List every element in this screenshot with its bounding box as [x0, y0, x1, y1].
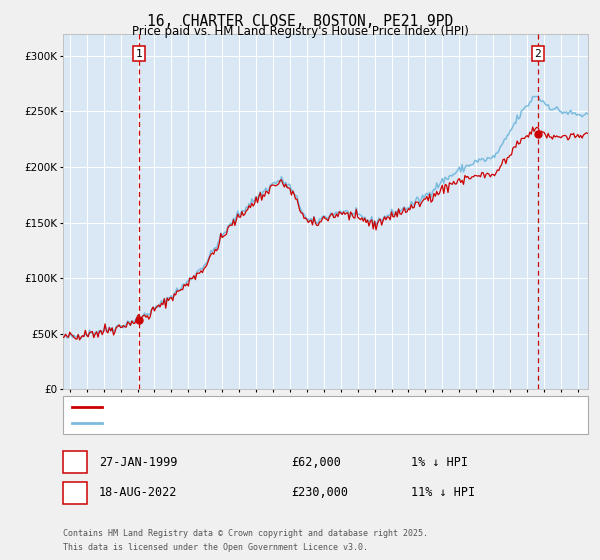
- Text: 1: 1: [136, 49, 142, 59]
- Text: £230,000: £230,000: [291, 486, 348, 500]
- Text: 11% ↓ HPI: 11% ↓ HPI: [411, 486, 475, 500]
- Text: 16, CHARTER CLOSE, BOSTON, PE21 9PD: 16, CHARTER CLOSE, BOSTON, PE21 9PD: [147, 14, 453, 29]
- Text: 27-JAN-1999: 27-JAN-1999: [99, 455, 178, 469]
- Text: Price paid vs. HM Land Registry's House Price Index (HPI): Price paid vs. HM Land Registry's House …: [131, 25, 469, 38]
- Text: 18-AUG-2022: 18-AUG-2022: [99, 486, 178, 500]
- Text: This data is licensed under the Open Government Licence v3.0.: This data is licensed under the Open Gov…: [63, 543, 368, 552]
- Text: 2: 2: [71, 486, 79, 500]
- Text: £62,000: £62,000: [291, 455, 341, 469]
- Text: Contains HM Land Registry data © Crown copyright and database right 2025.: Contains HM Land Registry data © Crown c…: [63, 529, 428, 538]
- Text: 16, CHARTER CLOSE, BOSTON, PE21 9PD (detached house): 16, CHARTER CLOSE, BOSTON, PE21 9PD (det…: [108, 402, 420, 412]
- Text: HPI: Average price, detached house, Boston: HPI: Average price, detached house, Bost…: [108, 418, 360, 428]
- Text: 2: 2: [535, 49, 541, 59]
- Text: 1% ↓ HPI: 1% ↓ HPI: [411, 455, 468, 469]
- Text: 1: 1: [71, 455, 79, 469]
